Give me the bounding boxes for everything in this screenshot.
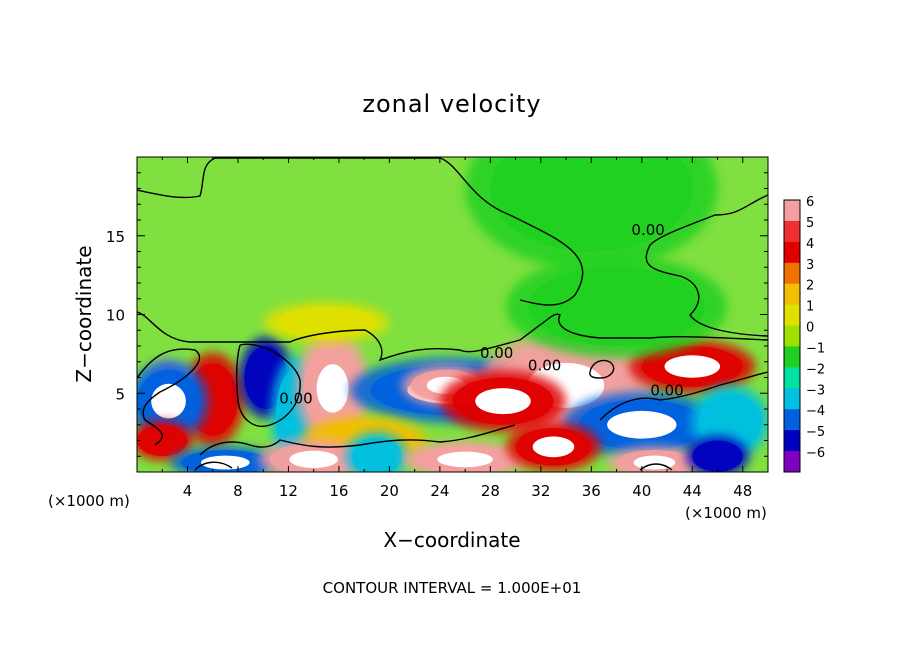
velocity-cell-peak — [316, 364, 349, 413]
velocity-cell-core — [528, 267, 705, 346]
x-unit-label-left: (×1000 m) — [48, 492, 130, 510]
colorbar-swatch — [784, 220, 800, 243]
contour-label: 0.00 — [631, 221, 664, 239]
velocity-field — [137, 157, 768, 472]
velocity-cell-peak — [532, 436, 575, 458]
velocity-cell-core — [490, 157, 693, 252]
velocity-cell — [402, 440, 529, 472]
x-tick-label: 32 — [531, 482, 550, 500]
contour-middle — [235, 343, 301, 427]
colorbar-swatch — [784, 304, 800, 327]
y-axis-label: Z−coordinate — [72, 245, 96, 382]
colorbar-swatch — [784, 200, 800, 222]
colorbar-swatch — [784, 451, 800, 473]
velocity-cell-peak — [664, 355, 721, 378]
contour-label: 0.00 — [279, 390, 312, 408]
y-tick-label: 10 — [106, 307, 125, 325]
x-tick-label: 36 — [582, 482, 601, 500]
y-axis: 5 10 15 — [106, 172, 768, 457]
plot-area: 0.00 0.00 0.00 0.00 0.00 — [137, 157, 768, 472]
colorbar-swatch — [784, 430, 800, 452]
contour-lower — [199, 424, 516, 456]
velocity-cell-peak — [475, 388, 531, 415]
velocity-cell — [562, 391, 721, 458]
colorbar: 6 5 4 3 2 1 0 −1 −2 −3 −4 −5 −6 — [783, 195, 825, 473]
x-unit-label-right: (×1000 m) — [685, 504, 767, 522]
velocity-cell — [170, 446, 281, 472]
velocity-cell — [465, 157, 718, 271]
colorbar-label: 6 — [806, 195, 814, 210]
colorbar-label: 1 — [806, 300, 814, 315]
y-tick-label: 5 — [115, 385, 125, 403]
x-axis: 4 8 12 16 20 24 28 32 36 40 44 48 — [161, 157, 752, 500]
colorbar-label: −3 — [806, 383, 825, 398]
velocity-cell — [685, 435, 750, 472]
colorbar-label: 4 — [806, 237, 814, 252]
contour-boundary — [137, 311, 768, 362]
zero-contours — [137, 157, 768, 471]
contour-right — [645, 194, 768, 337]
contour-label: 0.00 — [528, 356, 561, 374]
colorbar-label: −5 — [806, 425, 825, 440]
colorbar-swatch — [784, 367, 800, 389]
velocity-cell — [345, 431, 409, 472]
colorbar-label: −4 — [806, 404, 825, 419]
colorbar-frame — [783, 199, 801, 473]
velocity-cell-core — [698, 393, 762, 450]
contour-bottom-loop — [194, 461, 233, 471]
colorbar-label: 3 — [806, 258, 814, 273]
colorbar-label: −2 — [806, 362, 825, 377]
velocity-cell-peak — [607, 410, 677, 439]
velocity-cell-peak — [437, 451, 493, 468]
contour-bottom-loop-2 — [639, 463, 673, 471]
colorbar-label: 2 — [806, 279, 814, 294]
velocity-cell — [506, 255, 727, 358]
colorbar-label: −6 — [806, 446, 825, 461]
velocity-cell-core — [137, 424, 188, 457]
colorbar-label: 0 — [806, 321, 814, 336]
colorbar-swatch — [784, 388, 800, 410]
colorbar-label: −1 — [806, 341, 825, 356]
contour-interval-footer: CONTOUR INTERVAL = 1.000E+01 — [323, 579, 582, 597]
x-tick-label: 8 — [233, 482, 243, 500]
x-tick-label: 48 — [733, 482, 752, 500]
velocity-cell — [506, 422, 601, 472]
colorbar-swatch — [784, 346, 800, 368]
x-axis-label: X−coordinate — [383, 528, 520, 552]
velocity-cell-core — [351, 437, 403, 472]
colorbar-swatch — [784, 325, 800, 347]
x-tick-label: 4 — [183, 482, 193, 500]
x-tick-label: 44 — [683, 482, 702, 500]
x-tick-label: 16 — [329, 482, 348, 500]
velocity-cell — [137, 420, 194, 461]
x-tick-label: 40 — [632, 482, 651, 500]
velocity-cell-peak — [289, 450, 338, 469]
colorbar-label: 5 — [806, 216, 814, 231]
velocity-cell — [263, 301, 390, 343]
colorbar-swatch — [784, 262, 800, 285]
x-tick-label: 28 — [481, 482, 500, 500]
velocity-cell-core — [692, 440, 743, 472]
colorbar-swatch — [784, 283, 800, 306]
contour-right-lower — [599, 371, 768, 421]
chart-title: zonal velocity — [362, 90, 541, 118]
x-tick-label: 24 — [430, 482, 449, 500]
contour-small-loop — [589, 359, 615, 379]
contour-labels: 0.00 0.00 0.00 0.00 0.00 — [279, 221, 683, 408]
velocity-cell-peak — [151, 383, 186, 419]
colorbar-swatch — [784, 241, 800, 264]
contour-left-lobe — [137, 348, 201, 446]
velocity-cell — [439, 370, 567, 432]
colorbar-swatch — [784, 409, 800, 431]
contour-upper — [137, 157, 584, 306]
y-tick-label: 15 — [106, 228, 125, 246]
x-tick-label: 20 — [380, 482, 399, 500]
x-tick-label: 12 — [279, 482, 298, 500]
contour-label: 0.00 — [480, 344, 513, 362]
contour-label: 0.00 — [650, 382, 683, 400]
